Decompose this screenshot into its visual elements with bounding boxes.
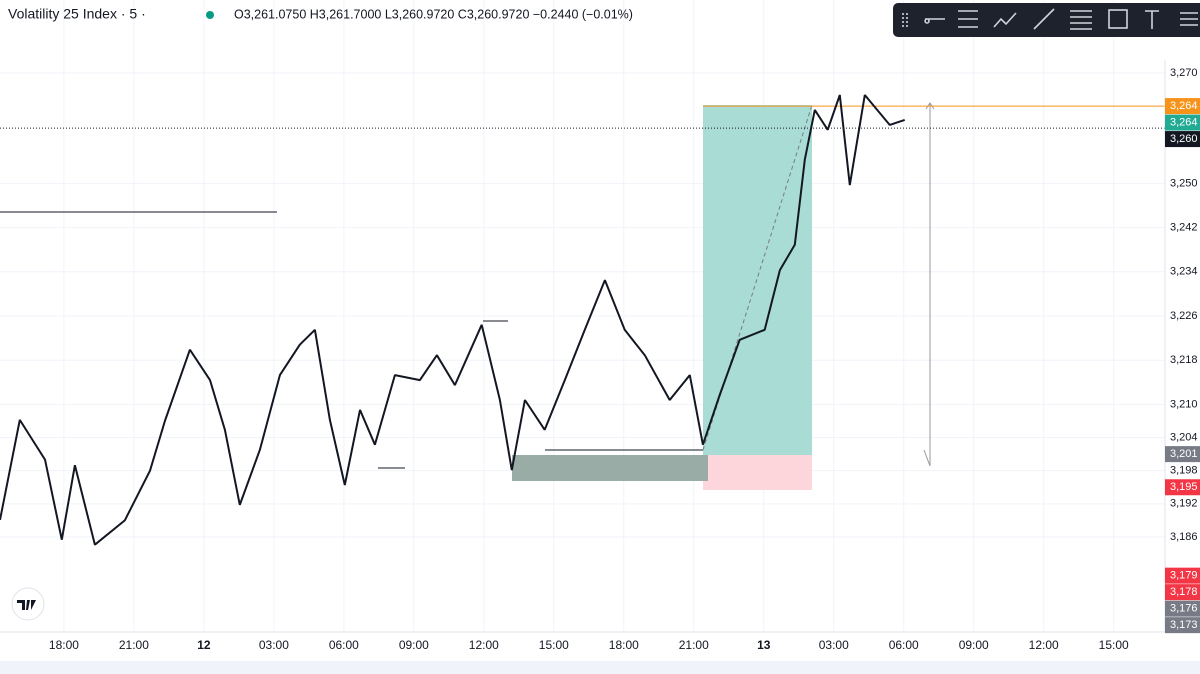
price-label-bg — [1165, 131, 1200, 148]
x-tick-label: 06:00 — [329, 638, 359, 652]
price-label: 3,179 — [1170, 570, 1198, 582]
arrow — [923, 102, 935, 467]
price-label-bg — [1165, 617, 1200, 634]
axes: 3,270 3,250 3,242 3,234 3,226 3,218 3,210 3,204… — [49, 67, 1200, 652]
price-label: 3,176 — [1170, 603, 1198, 615]
profit-zone — [703, 105, 812, 455]
price-line — [0, 94, 906, 546]
y-tick-label: 3,226 — [1170, 310, 1198, 322]
y-tick-label: 3,192 — [1170, 498, 1198, 510]
trade-path — [702, 104, 813, 451]
price-label-bg — [1165, 600, 1200, 617]
price-label: 3,178 — [1170, 586, 1198, 598]
x-tick-label: 09:00 — [959, 638, 989, 652]
tool-fib[interactable] — [1070, 10, 1092, 30]
y-tick-label: 3,186 — [1170, 531, 1198, 543]
x-tick-label: 21:00 — [119, 638, 149, 652]
price-label-bg — [1165, 114, 1200, 131]
y-tick-label: 3,218 — [1170, 354, 1198, 366]
tool-text[interactable] — [1145, 10, 1159, 29]
price-label: 3,173 — [1170, 619, 1198, 631]
x-tick-label: 15:00 — [539, 638, 569, 652]
price-label-bg — [1165, 584, 1200, 601]
ohlc: O3,261.0750 H3,261.7000 L3,260.9720 C3,2… — [234, 7, 633, 21]
drawing-toolbar — [893, 3, 1200, 37]
y-tick-label: 3,270 — [1170, 67, 1198, 79]
x-tick-label: 09:00 — [399, 638, 429, 652]
price-plot — [0, 94, 1165, 546]
x-tick-label: 03:00 — [259, 638, 289, 652]
price-label: 3,201 — [1170, 448, 1198, 460]
toolbar-bg — [893, 3, 1200, 37]
y-tick-label: 3,204 — [1170, 431, 1198, 443]
price-label-bg — [1165, 567, 1200, 584]
x-tick-label: 12:00 — [469, 638, 499, 652]
x-tick-label: 06:00 — [889, 638, 919, 652]
x-tick-label: 15:00 — [1099, 638, 1129, 652]
price-label-bg — [1165, 98, 1200, 115]
x-tick-label: 21:00 — [679, 638, 709, 652]
x-tick-label: 13 — [757, 638, 771, 652]
price-label-bg — [1165, 446, 1200, 463]
x-tick-label: 18:00 — [609, 638, 639, 652]
x-tick-label: 12:00 — [1029, 638, 1059, 652]
x-tick-label: 12 — [197, 638, 211, 652]
tool-channel[interactable] — [958, 10, 978, 28]
price-label: 3,264 — [1170, 100, 1198, 112]
y-tick-label: 3,198 — [1170, 465, 1198, 477]
price-label-bg — [1165, 479, 1200, 496]
grid — [0, 0, 1165, 632]
tv-logo — [11, 587, 45, 621]
price-label: 3,195 — [1170, 481, 1198, 493]
y-tick-label: 3,242 — [1170, 222, 1198, 234]
tool-path[interactable] — [993, 12, 1017, 28]
loss-zone — [703, 455, 812, 490]
symbol: Volatility 25 Index · 5 · — [8, 6, 146, 22]
tool-trend[interactable] — [1033, 8, 1055, 30]
price-label: 3,264 — [1170, 116, 1198, 128]
price-label: 3,260 — [1170, 133, 1198, 145]
status-dot — [206, 11, 214, 19]
tool-line[interactable] — [924, 18, 945, 24]
y-tick-label: 3,250 — [1170, 177, 1198, 189]
y-tick-label: 3,234 — [1170, 266, 1198, 278]
tool-more[interactable] — [1180, 12, 1198, 26]
demand-zone — [512, 455, 708, 481]
y-tick-label: 3,210 — [1170, 398, 1198, 410]
bottom-bar — [0, 661, 1200, 674]
x-tick-label: 03:00 — [819, 638, 849, 652]
tool-rect[interactable] — [1108, 9, 1128, 29]
x-tick-label: 18:00 — [49, 638, 79, 652]
